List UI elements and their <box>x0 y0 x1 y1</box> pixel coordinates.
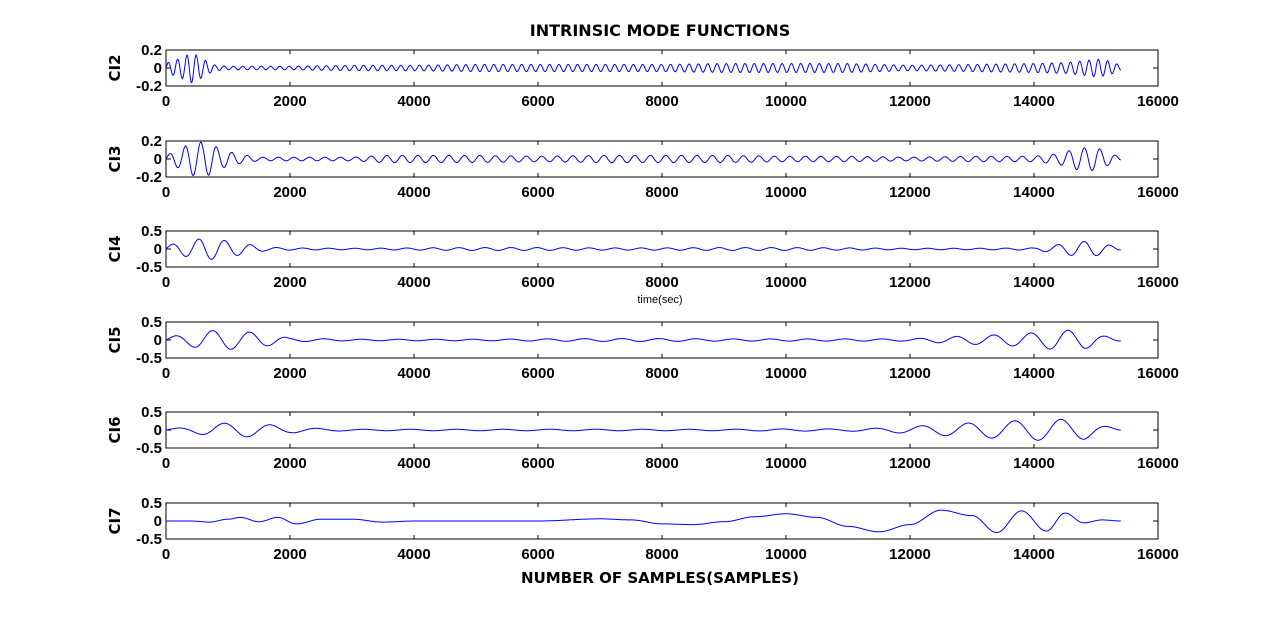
x-tick-label: 12000 <box>889 93 931 110</box>
x-tick-label: 16000 <box>1137 365 1179 382</box>
x-tick-label: 10000 <box>765 93 807 110</box>
x-tick-label: 2000 <box>273 184 306 201</box>
y-tick-label: -0.5 <box>136 440 162 457</box>
x-tick-label: 12000 <box>889 184 931 201</box>
signal-line <box>165 329 1121 350</box>
y-tick-label: -0.2 <box>136 78 162 95</box>
y-axis-label: CI7 <box>106 507 124 534</box>
y-tick-label: 0.5 <box>141 495 162 512</box>
x-tick-label: 10000 <box>765 365 807 382</box>
subplot-ci6: 0 2000 4000 6000 8000 10000 12000 14000 16000 -0.… <box>106 404 1179 472</box>
x-tick-label: 16000 <box>1137 184 1179 201</box>
subplot-ci3: 0 2000 4000 6000 8000 10000 12000 14000 16000 -0.… <box>106 133 1179 201</box>
y-tick-label: 0.2 <box>141 133 162 150</box>
y-tick-label: -0.5 <box>136 259 162 276</box>
x-tick-label: 2000 <box>273 93 306 110</box>
time-annotation: time(sec) <box>637 294 682 306</box>
x-tick-label: 4000 <box>397 455 430 472</box>
axes-box <box>165 411 1159 449</box>
y-tick-label: -0.5 <box>136 531 162 548</box>
y-tick-label: 0 <box>154 151 162 168</box>
y-tick-label: 0.5 <box>141 223 162 240</box>
signal-line <box>165 53 1122 84</box>
x-tick-label: 4000 <box>397 184 430 201</box>
y-axis-label: CI4 <box>106 235 124 262</box>
x-tick-label: 4000 <box>397 546 430 563</box>
subplot-ci4: 0 2000 4000 6000 8000 10000 12000 14000 16000 -0.… <box>106 223 1179 291</box>
x-tick-label: 14000 <box>1013 274 1055 291</box>
y-axis-label: CI3 <box>106 145 124 172</box>
signal-line <box>165 238 1121 260</box>
y-tick-label: 0.5 <box>141 404 162 421</box>
x-tick-label: 16000 <box>1137 455 1179 472</box>
x-tick-label: 8000 <box>645 546 678 563</box>
x-tick-label: 0 <box>162 274 170 291</box>
x-tick-label: 8000 <box>645 455 678 472</box>
y-tick-label: 0 <box>154 241 162 258</box>
x-tick-label: 0 <box>162 546 170 563</box>
x-tick-label: 14000 <box>1013 455 1055 472</box>
x-tick-label: 12000 <box>889 546 931 563</box>
y-tick-label: 0 <box>154 513 162 530</box>
x-tick-label: 0 <box>162 93 170 110</box>
x-tick-label: 10000 <box>765 455 807 472</box>
y-tick-label: -0.5 <box>136 350 162 367</box>
signal-line <box>165 141 1122 177</box>
subplots-group: 0 2000 4000 6000 8000 10000 12000 14000 16000 -0.… <box>106 42 1179 563</box>
x-tick-label: 6000 <box>521 546 554 563</box>
x-tick-label: 4000 <box>397 274 430 291</box>
x-tick-label: 0 <box>162 455 170 472</box>
x-tick-label: 8000 <box>645 93 678 110</box>
x-tick-label: 14000 <box>1013 184 1055 201</box>
x-tick-label: 4000 <box>397 365 430 382</box>
x-tick-label: 6000 <box>521 365 554 382</box>
y-tick-label: 0.5 <box>141 314 162 331</box>
x-tick-label: 14000 <box>1013 546 1055 563</box>
x-tick-label: 10000 <box>765 274 807 291</box>
x-tick-label: 16000 <box>1137 274 1179 291</box>
x-axis-label: NUMBER OF SAMPLES(SAMPLES) <box>521 569 799 587</box>
x-tick-label: 0 <box>162 365 170 382</box>
x-tick-label: 10000 <box>765 546 807 563</box>
y-axis-label: CI2 <box>106 54 124 81</box>
y-tick-label: -0.2 <box>136 169 162 186</box>
x-tick-label: 2000 <box>273 274 306 291</box>
x-tick-label: 12000 <box>889 365 931 382</box>
x-tick-label: 6000 <box>521 455 554 472</box>
x-tick-label: 8000 <box>645 365 678 382</box>
x-tick-label: 16000 <box>1137 546 1179 563</box>
subplot-ci5: 0 2000 4000 6000 8000 10000 12000 14000 16000 -0.… <box>106 314 1179 382</box>
y-tick-label: 0 <box>154 60 162 77</box>
signal-line <box>165 418 1121 441</box>
x-tick-label: 10000 <box>765 184 807 201</box>
subplot-ci7: 0 2000 4000 6000 8000 10000 12000 14000 16000 -0.… <box>106 495 1179 563</box>
chart-title: INTRINSIC MODE FUNCTIONS <box>530 21 790 40</box>
y-tick-label: 0 <box>154 332 162 349</box>
x-tick-label: 2000 <box>273 455 306 472</box>
x-tick-label: 6000 <box>521 184 554 201</box>
x-tick-label: 16000 <box>1137 93 1179 110</box>
x-tick-label: 14000 <box>1013 93 1055 110</box>
subplot-ci2: 0 2000 4000 6000 8000 10000 12000 14000 16000 -0.… <box>106 42 1179 110</box>
x-tick-label: 4000 <box>397 93 430 110</box>
x-tick-label: 2000 <box>273 546 306 563</box>
x-tick-label: 8000 <box>645 184 678 201</box>
x-tick-label: 14000 <box>1013 365 1055 382</box>
x-tick-label: 12000 <box>889 274 931 291</box>
x-tick-label: 6000 <box>521 274 554 291</box>
x-tick-label: 12000 <box>889 455 931 472</box>
y-axis-label: CI5 <box>106 326 124 353</box>
x-tick-label: 8000 <box>645 274 678 291</box>
x-tick-label: 0 <box>162 184 170 201</box>
y-tick-label: 0 <box>154 422 162 439</box>
y-tick-label: 0.2 <box>141 42 162 59</box>
x-tick-label: 2000 <box>273 365 306 382</box>
x-tick-label: 6000 <box>521 93 554 110</box>
y-axis-label: CI6 <box>106 416 124 443</box>
signal-line <box>166 509 1121 533</box>
